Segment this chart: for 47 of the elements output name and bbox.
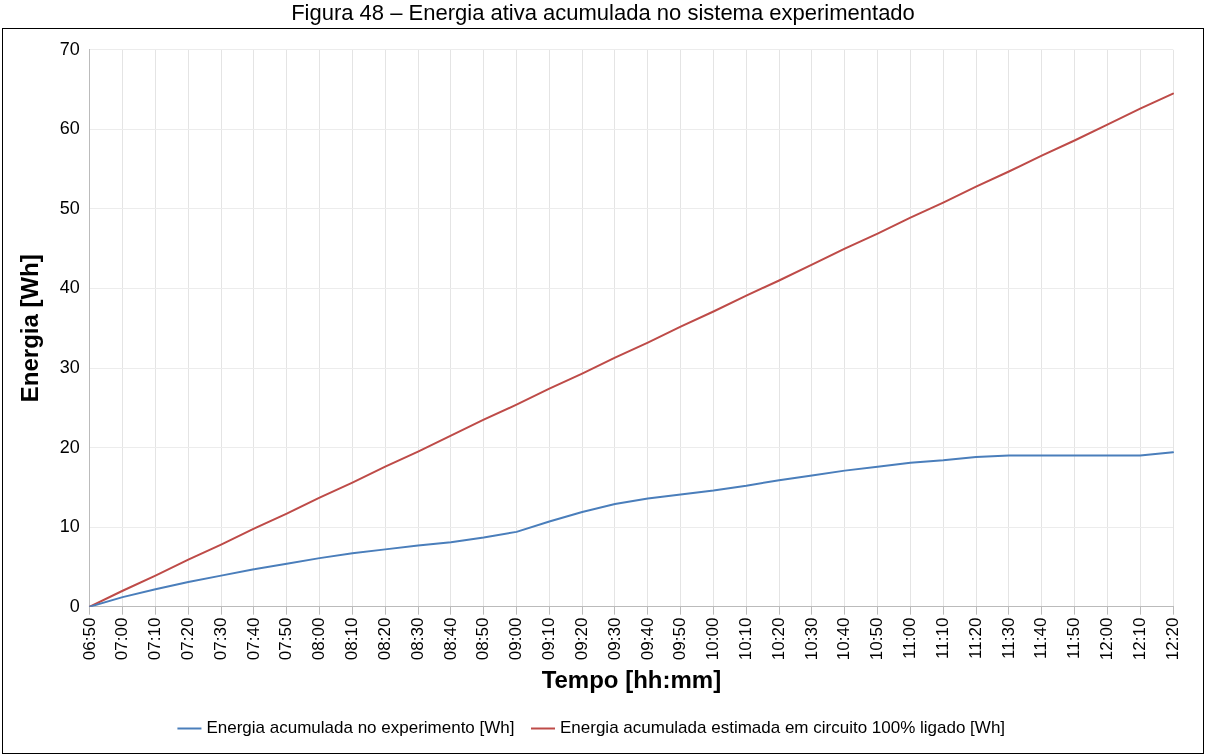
y-tick-label: 60: [59, 118, 80, 139]
x-tick-label: 12:00: [1097, 617, 1117, 661]
x-tick-label: 09:40: [637, 617, 657, 661]
chart-title: Figura 48 – Energia ativa acumulada no sistema experimentado: [290, 0, 916, 26]
x-tick-label: 11:00: [900, 617, 920, 659]
x-tick-label: 10:50: [867, 617, 887, 661]
x-tick-label: 08:00: [309, 617, 329, 661]
x-tick-label: 09:20: [571, 617, 591, 661]
x-tick-label: 11:30: [998, 617, 1018, 659]
x-tick-label: 07:50: [276, 617, 296, 661]
x-tick-label: 07:00: [112, 617, 132, 661]
legend-label: Energia acumulada no experimento [Wh]: [206, 718, 515, 738]
y-tick-label: 40: [59, 277, 80, 298]
x-tick-label: 07:40: [243, 617, 263, 661]
x-tick-label: 09:00: [506, 617, 526, 661]
x-tick-label: 11:50: [1064, 617, 1084, 659]
y-tick-label: 0: [69, 595, 80, 616]
x-tick-label: 12:20: [1162, 617, 1182, 661]
x-tick-label: 07:30: [210, 617, 230, 661]
x-tick-label: 08:40: [440, 617, 460, 661]
x-tick-label: 09:10: [539, 617, 559, 661]
x-tick-label: 10:30: [801, 617, 821, 661]
y-tick-label: 20: [59, 436, 80, 457]
x-axis-title: Tempo [hh:mm]: [541, 666, 722, 694]
x-tick-label: 08:10: [342, 617, 362, 661]
x-tick-label: 07:10: [145, 617, 165, 661]
x-tick-label: 12:10: [1129, 617, 1149, 661]
x-tick-label: 11:10: [932, 617, 952, 659]
x-tick-label: 10:10: [735, 617, 755, 661]
y-tick-label: 70: [59, 38, 80, 59]
x-tick-label: 08:50: [473, 617, 493, 661]
x-tick-label: 10:40: [834, 617, 854, 661]
y-tick-label: 10: [59, 516, 80, 537]
x-tick-label: 09:30: [604, 617, 624, 661]
x-tick-label: 10:00: [703, 617, 723, 661]
x-tick-label: 08:30: [407, 617, 427, 661]
y-axis-title: Energia [Wh]: [16, 254, 44, 403]
y-tick-label: 50: [59, 197, 80, 218]
y-tick-label: 30: [59, 356, 80, 377]
x-tick-label: 10:20: [768, 617, 788, 661]
x-tick-label: 11:20: [965, 617, 985, 659]
x-tick-label: 09:50: [670, 617, 690, 661]
x-tick-label: 11:40: [1031, 617, 1051, 659]
x-tick-label: 06:50: [79, 617, 99, 661]
legend-label: Energia acumulada estimada em circuito 100% ligado [Wh]: [560, 718, 1006, 738]
x-tick-label: 07:20: [177, 617, 197, 661]
x-tick-label: 08:20: [374, 617, 394, 661]
